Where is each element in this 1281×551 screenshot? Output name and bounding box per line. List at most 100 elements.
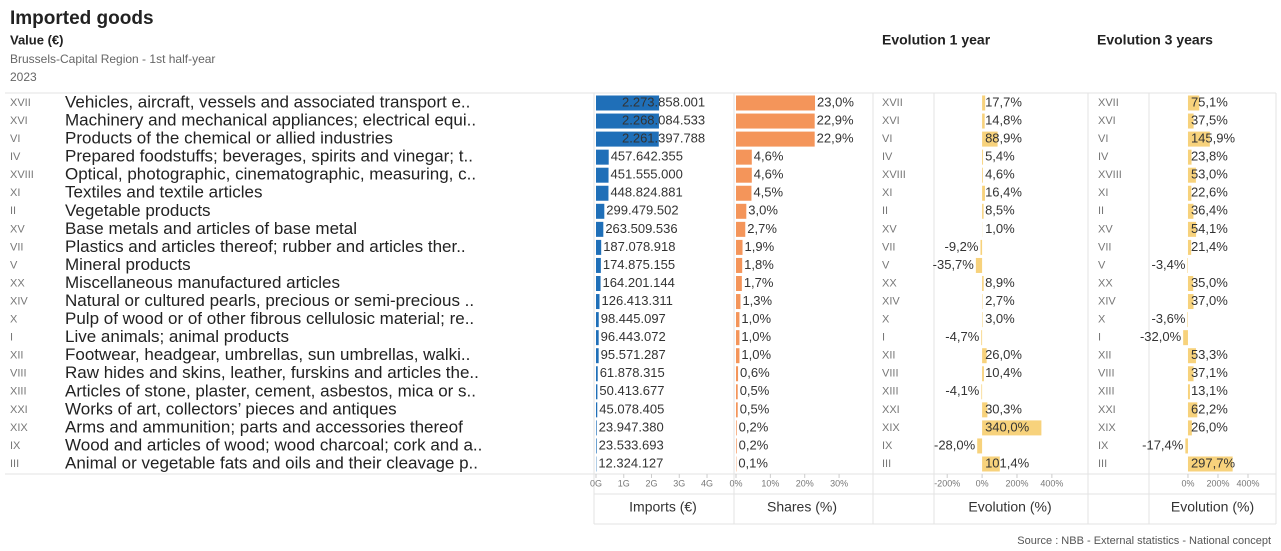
bar <box>1187 294 1194 310</box>
row-code: III <box>882 458 891 470</box>
bar <box>736 402 738 418</box>
row-code: XI <box>10 187 20 199</box>
row-code: XVIII <box>10 169 34 181</box>
bar <box>982 131 998 147</box>
row-name: Arms and ammunition; parts and accessori… <box>65 417 463 436</box>
value-label: 26,0% <box>985 347 1022 362</box>
bar <box>1187 456 1233 472</box>
row-code: XIII <box>882 386 899 398</box>
value-label: 16,4% <box>985 185 1022 200</box>
bar <box>1187 366 1194 382</box>
value-label: 0,5% <box>740 383 770 398</box>
bar <box>736 420 737 436</box>
bar <box>736 276 742 291</box>
x-tick-label: 30% <box>830 478 848 488</box>
value-label: 21,4% <box>1191 239 1228 254</box>
row-code: XVI <box>882 115 900 127</box>
row-code: IX <box>882 440 893 452</box>
row-code: XXI <box>10 404 28 416</box>
value-label: 98.445.097 <box>601 311 666 326</box>
bar <box>736 312 740 328</box>
row-code: XI <box>882 187 892 199</box>
row-name: Machinery and mechanical appliances; ele… <box>65 111 476 130</box>
bar <box>736 149 752 165</box>
value-label: 299.479.502 <box>606 203 678 218</box>
value-label: 4,6% <box>985 167 1015 182</box>
row-code: XIX <box>882 422 900 434</box>
row-code: VII <box>882 241 895 253</box>
bar <box>736 185 752 201</box>
value-label: 0,2% <box>739 419 769 434</box>
row-code: IV <box>1098 151 1109 163</box>
axis-title: Shares (%) <box>767 499 837 515</box>
value-label: 75,1% <box>1191 94 1228 109</box>
row-name: Miscellaneous manufactured articles <box>65 273 340 292</box>
row-name: Footwear, headgear, umbrellas, sun umbre… <box>65 345 470 364</box>
x-tick-label: 2G <box>646 478 658 488</box>
bar <box>1187 113 1194 129</box>
row-code: VII <box>10 241 23 253</box>
bar <box>982 167 983 183</box>
row-code: VI <box>882 133 892 145</box>
x-tick-label: 0% <box>976 478 989 488</box>
x-tick-label: 400% <box>1040 478 1063 488</box>
bar <box>1187 185 1192 201</box>
row-name: Wood and articles of wood; wood charcoal… <box>65 435 482 454</box>
row-name: Vehicles, aircraft, vessels and associat… <box>65 92 470 111</box>
row-code: XVII <box>882 97 903 109</box>
bar <box>1187 131 1210 147</box>
bar <box>736 366 739 382</box>
row-code: XVII <box>1098 97 1119 109</box>
bar <box>596 149 609 165</box>
row-code: VIII <box>882 368 899 380</box>
bar <box>1187 402 1198 418</box>
bar <box>596 113 659 129</box>
bar <box>596 402 598 418</box>
x-tick-label: 200% <box>1005 478 1028 488</box>
row-name: Natural or cultured pearls, precious or … <box>65 291 474 310</box>
row-code: XIX <box>1098 422 1116 434</box>
bar <box>736 221 746 237</box>
value-label: 2,7% <box>985 293 1015 308</box>
value-label: 10,4% <box>985 365 1022 380</box>
bar <box>596 366 598 382</box>
value-label: 62,2% <box>1191 401 1228 416</box>
separators <box>5 92 1277 525</box>
value-label: 37,5% <box>1191 112 1228 127</box>
bar <box>1187 420 1192 436</box>
value-label: 164.201.144 <box>603 275 675 290</box>
row-code: VIII <box>10 368 27 380</box>
row-name: Plastics and articles thereof; rubber an… <box>65 237 466 256</box>
row-code: VI <box>10 133 20 145</box>
row-code: VIII <box>1098 368 1115 380</box>
value-label: 37,0% <box>1191 293 1228 308</box>
value-label: 13,1% <box>1191 383 1228 398</box>
subtitle: Value (€) <box>10 32 63 47</box>
value-label: 1,9% <box>745 239 775 254</box>
panel-title: Evolution 3 years <box>1097 32 1213 48</box>
bar <box>981 384 983 400</box>
row-code: IX <box>1098 440 1109 452</box>
value-label: 1,0% <box>741 329 771 344</box>
source: Source : NBB - External statistics - Nat… <box>1017 535 1271 547</box>
axis-title: Imports (€) <box>629 499 697 515</box>
row-code: XX <box>1098 277 1113 289</box>
bar <box>596 203 605 219</box>
row-code: XII <box>1098 350 1111 362</box>
x-tick-label: 1G <box>618 478 630 488</box>
bar <box>596 131 659 147</box>
value-label: 1,3% <box>742 293 772 308</box>
row-code: XX <box>882 277 897 289</box>
bar <box>596 276 601 291</box>
bar <box>736 384 738 400</box>
bar <box>596 438 597 454</box>
row-code: V <box>10 259 18 271</box>
row-code: I <box>10 332 13 344</box>
bar <box>1187 221 1197 237</box>
row-name: Works of art, collectors’ pieces and ant… <box>65 399 397 418</box>
row-name: Vegetable products <box>65 201 211 220</box>
row-code: XIII <box>10 386 27 398</box>
row-name: Prepared foodstuffs; beverages, spirits … <box>65 147 473 166</box>
x-tick-label: 0G <box>590 478 602 488</box>
